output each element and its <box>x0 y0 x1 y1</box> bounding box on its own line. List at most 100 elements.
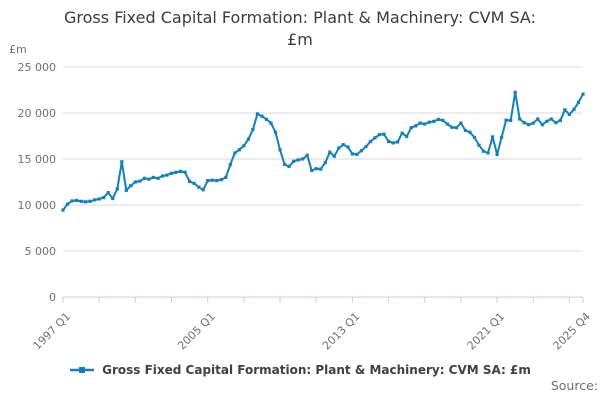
data-point-marker[interactable] <box>251 128 255 132</box>
data-point-marker[interactable] <box>296 158 300 162</box>
data-point-marker[interactable] <box>364 145 368 149</box>
data-point-marker[interactable] <box>504 118 508 122</box>
data-point-marker[interactable] <box>197 185 201 189</box>
data-point-marker[interactable] <box>246 137 250 141</box>
data-point-marker[interactable] <box>165 173 169 177</box>
data-point-marker[interactable] <box>233 151 237 155</box>
data-point-marker[interactable] <box>463 128 467 133</box>
data-point-marker[interactable] <box>269 121 273 125</box>
data-point-marker[interactable] <box>459 121 463 125</box>
data-point-marker[interactable] <box>350 152 354 156</box>
data-point-marker[interactable] <box>314 167 318 171</box>
data-point-marker[interactable] <box>224 175 228 179</box>
data-point-marker[interactable] <box>445 122 449 126</box>
data-point-marker[interactable] <box>540 123 544 127</box>
data-point-marker[interactable] <box>418 121 422 125</box>
data-point-marker[interactable] <box>414 124 418 128</box>
data-point-marker[interactable] <box>468 130 472 134</box>
data-point-marker[interactable] <box>75 198 79 202</box>
data-point-marker[interactable] <box>215 179 219 183</box>
data-point-marker[interactable] <box>400 131 404 135</box>
data-point-marker[interactable] <box>536 117 540 121</box>
data-point-marker[interactable] <box>255 112 259 116</box>
data-point-marker[interactable] <box>522 121 526 125</box>
data-point-marker[interactable] <box>156 176 160 180</box>
data-point-marker[interactable] <box>441 118 445 122</box>
data-point-marker[interactable] <box>545 119 549 123</box>
data-point-marker[interactable] <box>138 179 142 183</box>
data-point-marker[interactable] <box>558 118 562 122</box>
data-point-marker[interactable] <box>292 159 296 163</box>
data-point-marker[interactable] <box>527 123 531 127</box>
data-point-marker[interactable] <box>188 179 192 184</box>
data-point-marker[interactable] <box>323 161 327 165</box>
chart-svg[interactable]: 0 5 000 10 000 15 000 20 000 25 000 1997 Q1 200… <box>0 0 600 360</box>
data-point-marker[interactable] <box>61 208 65 212</box>
data-point-marker[interactable] <box>129 184 133 188</box>
data-point-marker[interactable] <box>481 149 486 153</box>
data-point-marker[interactable] <box>65 202 70 206</box>
data-point-marker[interactable] <box>328 150 332 154</box>
data-point-marker[interactable] <box>192 181 196 185</box>
data-point-marker[interactable] <box>242 144 246 148</box>
data-point-marker[interactable] <box>93 198 97 202</box>
data-point-marker[interactable] <box>79 199 83 203</box>
data-point-marker[interactable] <box>310 168 314 173</box>
data-point-marker[interactable] <box>518 117 522 121</box>
data-point-marker[interactable] <box>287 164 291 168</box>
data-point-marker[interactable] <box>201 188 205 192</box>
data-point-marker[interactable] <box>472 135 477 139</box>
data-point-marker[interactable] <box>301 157 305 161</box>
data-point-marker[interactable] <box>432 119 436 123</box>
data-point-marker[interactable] <box>405 134 409 139</box>
data-point-marker[interactable] <box>219 178 223 182</box>
data-point-marker[interactable] <box>341 143 345 147</box>
data-point-marker[interactable] <box>346 145 350 149</box>
data-point-marker[interactable] <box>84 200 88 204</box>
data-point-marker[interactable] <box>97 197 101 201</box>
data-point-marker[interactable] <box>169 171 174 175</box>
data-point-marker[interactable] <box>377 133 382 137</box>
data-point-marker[interactable] <box>278 148 282 152</box>
data-point-marker[interactable] <box>206 179 210 183</box>
data-point-marker[interactable] <box>567 112 571 116</box>
data-point-marker[interactable] <box>305 153 309 157</box>
data-point-marker[interactable] <box>387 139 391 144</box>
data-point-marker[interactable] <box>581 92 585 96</box>
data-point-marker[interactable] <box>368 139 373 144</box>
data-point-marker[interactable] <box>337 146 341 150</box>
data-point-marker[interactable] <box>554 121 558 125</box>
data-point-marker[interactable] <box>133 180 137 184</box>
data-point-marker[interactable] <box>513 90 517 94</box>
data-point-marker[interactable] <box>427 120 431 124</box>
data-point-marker[interactable] <box>531 121 535 125</box>
data-point-marker[interactable] <box>160 174 165 178</box>
data-point-marker[interactable] <box>500 135 504 139</box>
data-point-marker[interactable] <box>179 169 183 173</box>
data-point-marker[interactable] <box>106 191 110 195</box>
data-point-marker[interactable] <box>477 143 481 147</box>
data-point-marker[interactable] <box>332 154 336 158</box>
data-point-marker[interactable] <box>88 199 92 203</box>
data-point-marker[interactable] <box>70 199 74 203</box>
data-point-marker[interactable] <box>409 126 413 130</box>
data-point-marker[interactable] <box>396 140 400 144</box>
data-point-marker[interactable] <box>120 160 124 164</box>
data-point-marker[interactable] <box>436 117 440 121</box>
data-point-marker[interactable] <box>319 167 323 171</box>
data-point-marker[interactable] <box>423 122 427 126</box>
data-point-marker[interactable] <box>563 108 567 112</box>
data-point-marker[interactable] <box>174 170 178 174</box>
data-point-marker[interactable] <box>142 176 146 180</box>
data-point-marker[interactable] <box>572 107 576 111</box>
data-point-marker[interactable] <box>210 178 214 182</box>
data-point-marker[interactable] <box>124 188 128 192</box>
data-point-marker[interactable] <box>237 148 241 152</box>
data-point-marker[interactable] <box>111 197 115 201</box>
data-point-marker[interactable] <box>391 141 395 145</box>
data-point-marker[interactable] <box>576 100 581 104</box>
data-point-marker[interactable] <box>151 175 155 179</box>
data-point-marker[interactable] <box>147 177 151 181</box>
data-point-marker[interactable] <box>486 151 490 155</box>
data-point-marker[interactable] <box>491 135 495 139</box>
